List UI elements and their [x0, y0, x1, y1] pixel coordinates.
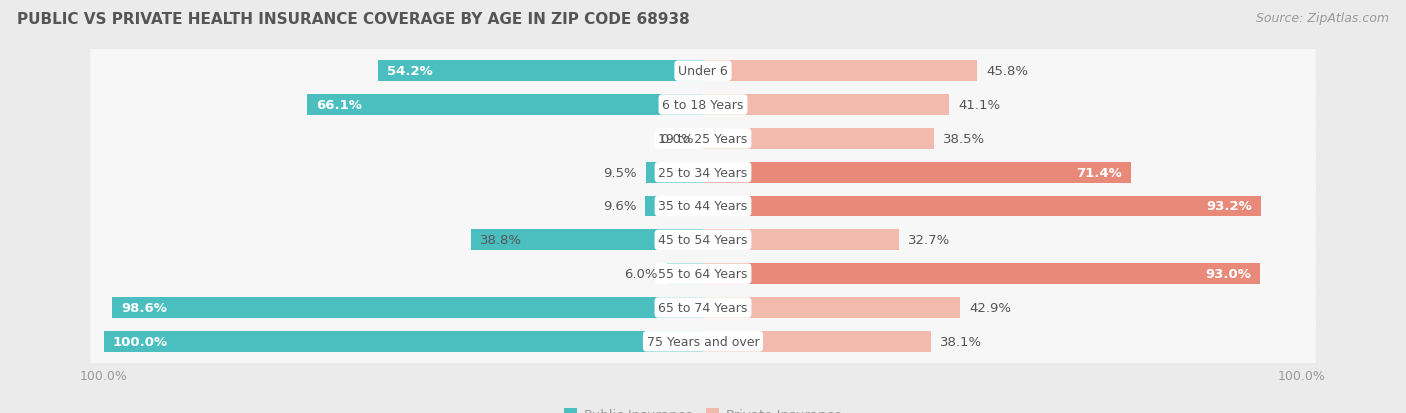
Text: 42.9%: 42.9%	[969, 301, 1011, 314]
Text: 98.6%: 98.6%	[121, 301, 167, 314]
Text: 66.1%: 66.1%	[316, 99, 361, 112]
Bar	[703, 297, 960, 318]
FancyBboxPatch shape	[90, 46, 1316, 97]
Text: 6 to 18 Years: 6 to 18 Years	[662, 99, 744, 112]
Text: 55 to 64 Years: 55 to 64 Years	[658, 268, 748, 280]
Text: 93.2%: 93.2%	[1206, 200, 1253, 213]
Text: 65 to 74 Years: 65 to 74 Years	[658, 301, 748, 314]
Text: 38.1%: 38.1%	[941, 335, 983, 348]
FancyBboxPatch shape	[90, 113, 1316, 165]
FancyBboxPatch shape	[90, 147, 1316, 198]
FancyBboxPatch shape	[90, 215, 1316, 266]
FancyBboxPatch shape	[90, 80, 1316, 131]
Text: 9.5%: 9.5%	[603, 166, 637, 179]
Text: PUBLIC VS PRIVATE HEALTH INSURANCE COVERAGE BY AGE IN ZIP CODE 68938: PUBLIC VS PRIVATE HEALTH INSURANCE COVER…	[17, 12, 689, 27]
Bar	[703, 230, 898, 251]
Bar	[703, 61, 977, 82]
Bar	[378, 61, 703, 82]
Bar	[703, 331, 931, 352]
Bar	[647, 162, 703, 183]
Text: 19 to 25 Years: 19 to 25 Years	[658, 133, 748, 145]
Text: Under 6: Under 6	[678, 65, 728, 78]
Bar	[645, 196, 703, 217]
Text: 100.0%: 100.0%	[112, 335, 169, 348]
FancyBboxPatch shape	[90, 181, 1316, 232]
FancyBboxPatch shape	[90, 316, 1316, 367]
Text: 71.4%: 71.4%	[1076, 166, 1122, 179]
Legend: Public Insurance, Private Insurance: Public Insurance, Private Insurance	[558, 402, 848, 413]
Text: 6.0%: 6.0%	[624, 268, 658, 280]
Text: 41.1%: 41.1%	[959, 99, 1000, 112]
Bar	[703, 196, 1261, 217]
Bar	[703, 95, 949, 116]
Text: 38.5%: 38.5%	[942, 133, 984, 145]
Bar	[703, 263, 1260, 285]
Text: 32.7%: 32.7%	[908, 234, 950, 247]
Text: 0.0%: 0.0%	[661, 133, 695, 145]
Bar	[112, 297, 703, 318]
Text: 75 Years and over: 75 Years and over	[647, 335, 759, 348]
Text: 35 to 44 Years: 35 to 44 Years	[658, 200, 748, 213]
Text: 9.6%: 9.6%	[603, 200, 637, 213]
Text: 93.0%: 93.0%	[1205, 268, 1251, 280]
Bar	[104, 331, 703, 352]
FancyBboxPatch shape	[90, 248, 1316, 300]
Bar	[703, 162, 1130, 183]
Bar	[307, 95, 703, 116]
Text: 45.8%: 45.8%	[987, 65, 1028, 78]
Bar	[666, 263, 703, 285]
Text: Source: ZipAtlas.com: Source: ZipAtlas.com	[1256, 12, 1389, 25]
Text: 45 to 54 Years: 45 to 54 Years	[658, 234, 748, 247]
Text: 25 to 34 Years: 25 to 34 Years	[658, 166, 748, 179]
Text: 38.8%: 38.8%	[479, 234, 522, 247]
Bar	[471, 230, 703, 251]
Bar	[703, 128, 934, 150]
Text: 54.2%: 54.2%	[387, 65, 433, 78]
FancyBboxPatch shape	[90, 282, 1316, 333]
